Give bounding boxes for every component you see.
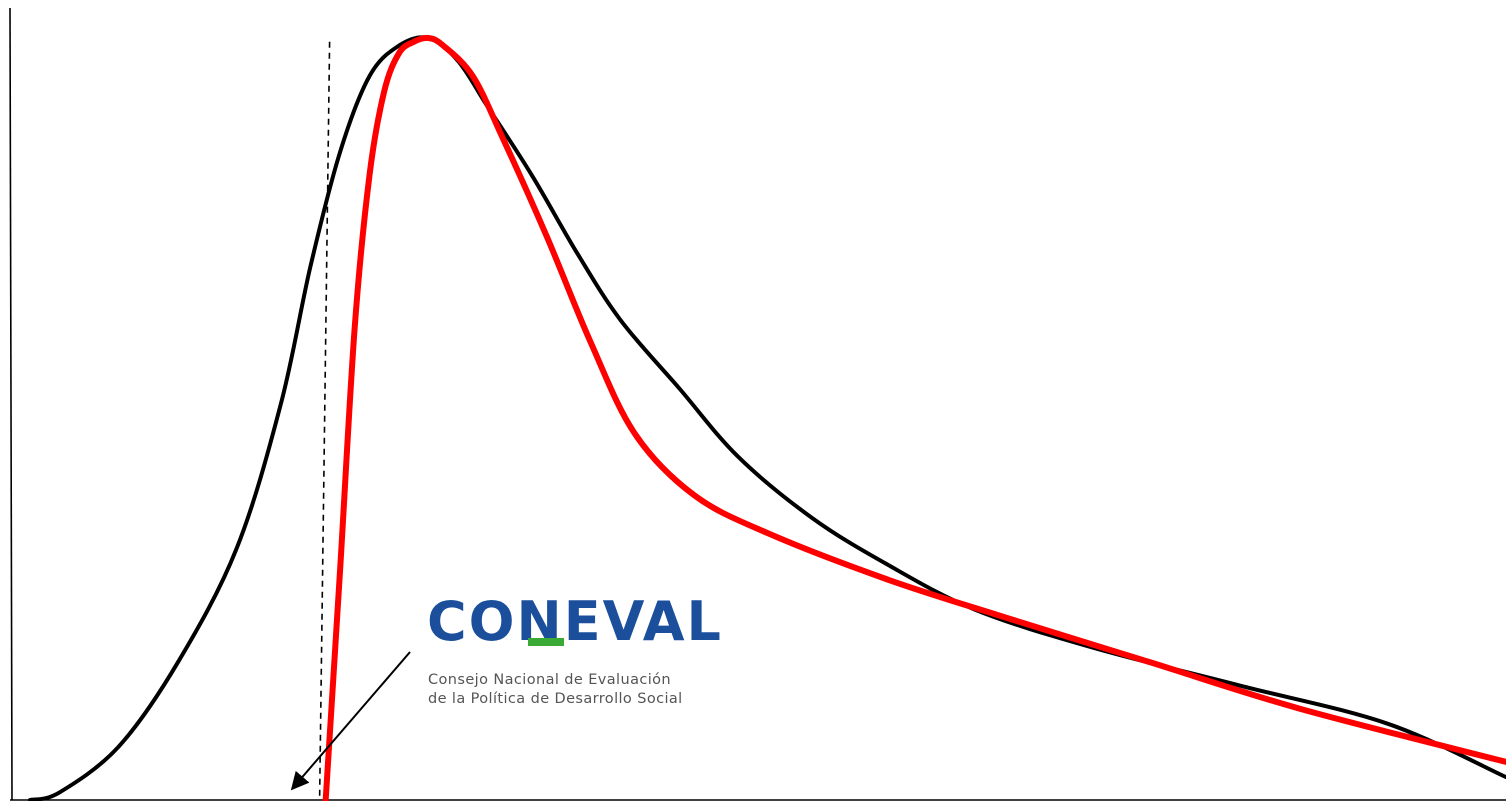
coneval-logo: CONEVAL Consejo Nacional de Evaluación d… — [427, 590, 723, 707]
y-axis-line — [9, 7, 13, 801]
pointer-arrow — [290, 651, 411, 791]
logo-subtitle-line2: de la Política de Desarrollo Social — [428, 691, 683, 707]
series-line-red — [322, 34, 1506, 801]
reference-dashed-line — [318, 41, 331, 801]
series-layer — [28, 34, 1506, 801]
logo-wordmark: CONEVAL — [427, 590, 723, 653]
logo-accent-bar — [528, 638, 564, 646]
series-line-black — [28, 35, 1506, 801]
logo-subtitle-line1: Consejo Nacional de Evaluación — [428, 672, 671, 688]
